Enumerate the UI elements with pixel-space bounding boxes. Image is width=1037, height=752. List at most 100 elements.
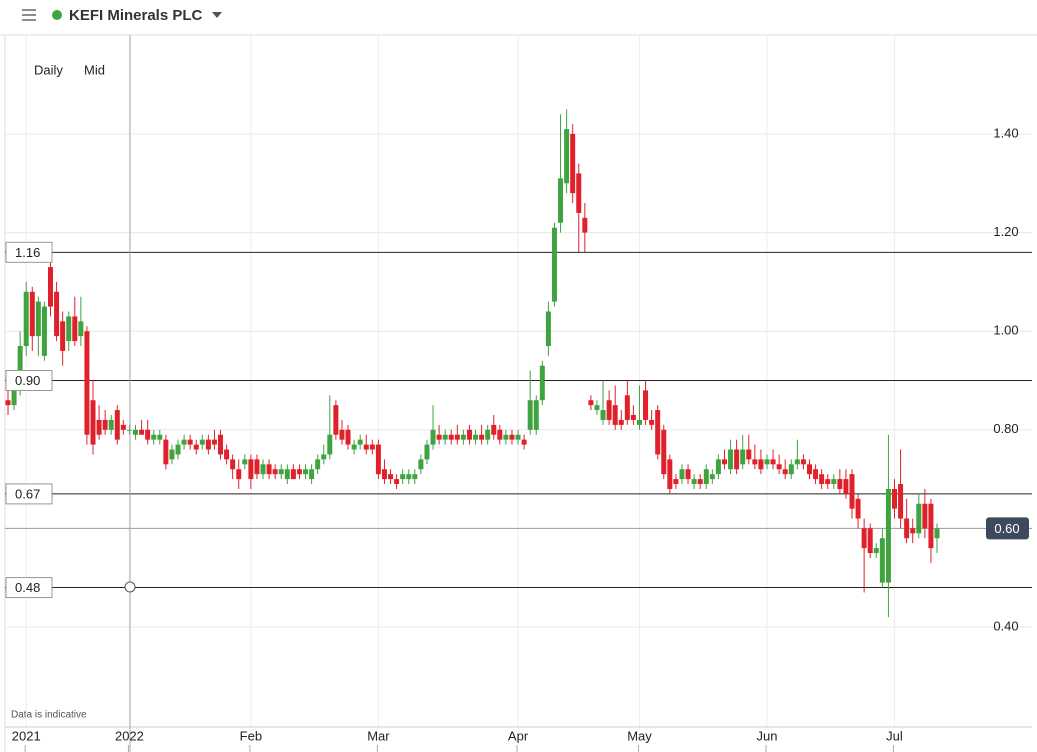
candle-body: [825, 479, 831, 485]
y-tick-label: 1.40: [993, 125, 1018, 140]
candle-body: [133, 429, 139, 435]
candle-body: [193, 444, 199, 450]
y-tick-label: 0.80: [993, 421, 1018, 436]
candle-body: [321, 454, 327, 460]
candle-body: [442, 434, 448, 440]
candle-body: [533, 400, 539, 430]
candle-body: [406, 474, 412, 480]
candle-body: [697, 479, 703, 485]
candle-body: [661, 429, 667, 475]
candle-body: [788, 464, 794, 475]
candle-body: [284, 469, 290, 480]
level-label-box: [5, 483, 53, 505]
candle-body: [114, 410, 120, 440]
candle-body: [78, 321, 84, 337]
status-dot: [52, 10, 62, 20]
candle-body: [582, 217, 588, 233]
candle-body: [813, 469, 819, 480]
candle-body: [867, 528, 873, 554]
candle-body: [831, 479, 837, 485]
level-label: 0.90: [15, 373, 40, 388]
candle-body: [169, 449, 175, 460]
candle-body: [48, 267, 54, 307]
candle-body: [709, 474, 715, 480]
candle-body: [849, 474, 855, 509]
candle-body: [630, 415, 636, 420]
candle-body: [290, 469, 296, 480]
candle-body: [126, 429, 132, 431]
candle-body: [643, 390, 649, 420]
candle-body: [351, 444, 357, 450]
candle-body: [315, 459, 321, 470]
candle-body: [879, 538, 885, 583]
candle-body: [800, 459, 806, 465]
dropdown-caret[interactable]: [212, 12, 222, 18]
candle-body: [685, 469, 691, 480]
candle-body: [35, 301, 41, 337]
candle-body: [108, 419, 114, 430]
candle-body: [309, 469, 315, 480]
x-tick-label: Apr: [508, 728, 529, 743]
candle-body: [928, 503, 934, 549]
candle-body: [375, 444, 381, 475]
candle-body: [211, 439, 217, 445]
candle-body: [460, 434, 466, 440]
candle-body: [667, 459, 673, 489]
interval[interactable]: Daily: [34, 62, 63, 77]
menu-icon[interactable]: [22, 9, 36, 21]
last-price-box: [986, 517, 1029, 540]
candle-body: [734, 449, 740, 470]
candle-body: [454, 434, 460, 440]
candle-body: [758, 459, 764, 470]
candle-body: [497, 429, 503, 440]
candle-body: [485, 429, 491, 440]
candle-body: [819, 474, 825, 485]
level-label-box: [5, 241, 53, 263]
candle-body: [278, 469, 284, 475]
candle-body: [776, 464, 782, 470]
candle-body: [606, 400, 612, 420]
candle-body: [649, 419, 655, 425]
candle-body: [400, 474, 406, 480]
candle-body: [551, 227, 557, 302]
candle-body: [910, 528, 916, 534]
candle-body: [770, 459, 776, 465]
footnote: Data is indicative: [11, 710, 87, 721]
candle-body: [163, 439, 169, 465]
candle-body: [916, 503, 922, 534]
candle-body: [740, 449, 746, 465]
candle-body: [394, 479, 400, 485]
candle-body: [479, 434, 485, 440]
candle-body: [570, 134, 576, 194]
candle-body: [509, 434, 515, 440]
candle-body: [843, 479, 849, 494]
candle-body: [72, 316, 78, 342]
level-label: 0.67: [15, 486, 40, 501]
candle-body: [303, 469, 309, 475]
candle-body: [339, 429, 345, 440]
y-tick-label: 0.40: [993, 618, 1018, 633]
x-tick-label: Mar: [367, 728, 390, 743]
candle-body: [636, 419, 642, 425]
candle-body: [891, 488, 897, 509]
candle-body: [679, 469, 685, 480]
candle-body: [102, 419, 108, 430]
candle-body: [29, 291, 35, 337]
candle-body: [145, 429, 151, 440]
price-type[interactable]: Mid: [84, 62, 105, 77]
y-tick-label: 1.00: [993, 323, 1018, 338]
candle-body: [655, 410, 661, 455]
candle-body: [260, 464, 266, 475]
candle-body: [885, 488, 891, 583]
level-label-box: [5, 577, 53, 599]
candle-body: [254, 459, 260, 475]
crosshair-marker: [124, 581, 136, 593]
x-tick-label: May: [627, 728, 652, 743]
candle-body: [181, 439, 187, 445]
candle-body: [934, 528, 940, 539]
candle-body: [218, 434, 224, 455]
candle-body: [503, 434, 509, 440]
instrument-title[interactable]: KEFI Minerals PLC: [69, 7, 203, 24]
x-tick-label: 2022: [115, 728, 144, 743]
candle-body: [600, 410, 606, 420]
